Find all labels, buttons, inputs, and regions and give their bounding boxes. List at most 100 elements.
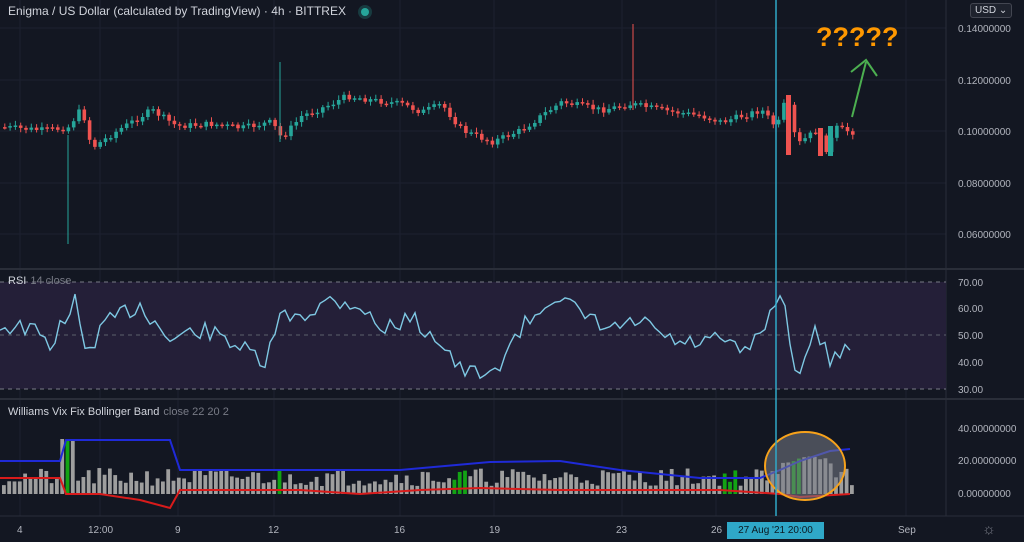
symbol-header[interactable]: Enigma / US Dollar (calculated by Tradin… <box>8 4 370 18</box>
up-arrow-annotation[interactable] <box>850 58 878 118</box>
wvf-bar <box>542 474 547 494</box>
candle <box>45 123 49 133</box>
candle <box>241 121 246 132</box>
candle <box>156 106 161 121</box>
candle <box>193 118 198 129</box>
candle <box>570 99 574 108</box>
wvf-bar <box>44 470 49 494</box>
wvf-title[interactable]: Williams Vix Fix Bollinger Band close 22 … <box>8 406 229 418</box>
wvf-bar <box>691 483 695 494</box>
wvf-bar <box>261 483 266 494</box>
wvf-bar <box>553 478 557 494</box>
candle <box>352 95 357 102</box>
rsi-axis[interactable]: 70.00 60.00 50.00 40.00 30.00 <box>958 278 983 396</box>
time-tick: 19 <box>489 525 501 536</box>
candle <box>580 98 585 106</box>
candle <box>750 108 754 121</box>
wvf-bar <box>701 476 706 494</box>
candle <box>596 105 601 114</box>
candle <box>40 122 44 135</box>
candle <box>548 106 553 115</box>
candle <box>342 91 346 104</box>
gear-icon[interactable]: ☼ <box>982 521 996 538</box>
timeframe[interactable]: 4h <box>271 4 285 18</box>
candle <box>760 107 765 119</box>
annotation-text[interactable]: ????? <box>816 22 898 52</box>
price-tick: 0.06000000 <box>958 230 1011 241</box>
candle <box>840 122 844 130</box>
candle <box>18 122 23 133</box>
candle <box>734 110 738 123</box>
wvf-bar <box>574 477 579 494</box>
candle <box>713 117 717 125</box>
candle <box>230 121 235 127</box>
rsi-tick: 70.00 <box>958 278 983 289</box>
candle <box>66 124 71 134</box>
wvf-bar <box>632 480 637 494</box>
rsi-title[interactable]: RSI 14 close <box>8 275 71 287</box>
wvf-bar <box>399 483 404 494</box>
wvf-bar <box>420 471 425 494</box>
wvf-bar <box>547 480 552 494</box>
candle <box>501 132 505 144</box>
candle <box>416 107 420 117</box>
wvf-bar <box>765 480 769 494</box>
wvf-bar <box>60 439 65 494</box>
wvf-bar <box>526 474 531 494</box>
wvf-bar <box>23 473 27 494</box>
candle <box>114 128 118 143</box>
wvf-bar <box>510 469 515 494</box>
candle <box>140 113 145 126</box>
wvf-bar <box>463 470 467 494</box>
candle <box>347 90 352 102</box>
wvf-bar <box>362 485 367 494</box>
candle <box>34 124 39 133</box>
time-tick: 12 <box>268 525 280 536</box>
wvf-bar <box>161 481 165 494</box>
price-axis[interactable]: 0.14000000 0.12000000 0.10000000 0.08000… <box>958 24 1011 241</box>
candle <box>670 106 675 117</box>
candle <box>363 94 367 104</box>
wvf-bar <box>759 470 764 494</box>
candle <box>331 100 336 110</box>
candle <box>215 122 219 129</box>
wvf-bands <box>0 439 851 510</box>
wvf-bar <box>473 469 478 494</box>
time-axis[interactable]: 4 12:00 9 12 16 19 23 26 Sep <box>17 525 916 536</box>
wvf-bar <box>585 480 589 494</box>
price-tick: 0.12000000 <box>958 76 1011 87</box>
currency-button[interactable]: USD ⌄ <box>970 3 1013 18</box>
candle <box>172 116 177 128</box>
candle <box>676 108 680 118</box>
candle <box>617 103 622 111</box>
wvf-bar <box>224 469 229 494</box>
candle <box>50 124 55 131</box>
price-tick: 0.08000000 <box>958 179 1011 190</box>
wvf-axis[interactable]: 40.00000000 20.00000000 0.00000000 <box>958 424 1017 500</box>
wvf-bar <box>569 474 573 494</box>
candle <box>660 103 664 111</box>
candle <box>798 128 802 146</box>
candle <box>299 111 304 127</box>
wvf-bar <box>590 483 595 494</box>
wvf-bar <box>314 476 319 494</box>
wvf-bar <box>457 471 462 494</box>
wvf-bar <box>282 482 287 494</box>
wvf-bar <box>606 472 610 494</box>
candle <box>273 117 277 130</box>
candle <box>686 108 691 117</box>
time-tick: 9 <box>175 525 181 536</box>
wvf-bar <box>86 470 91 494</box>
candle <box>845 122 850 136</box>
wvf-bar <box>288 474 292 494</box>
candle <box>437 101 442 109</box>
wvf-bar <box>351 483 356 494</box>
symbol-title[interactable]: Enigma / US Dollar (calculated by Tradin… <box>8 4 261 18</box>
wvf-bar <box>198 469 202 494</box>
wvf-bar <box>664 480 669 494</box>
candle <box>119 124 124 135</box>
candle <box>257 121 261 130</box>
wvf-bar <box>171 480 176 494</box>
candle <box>294 117 299 130</box>
